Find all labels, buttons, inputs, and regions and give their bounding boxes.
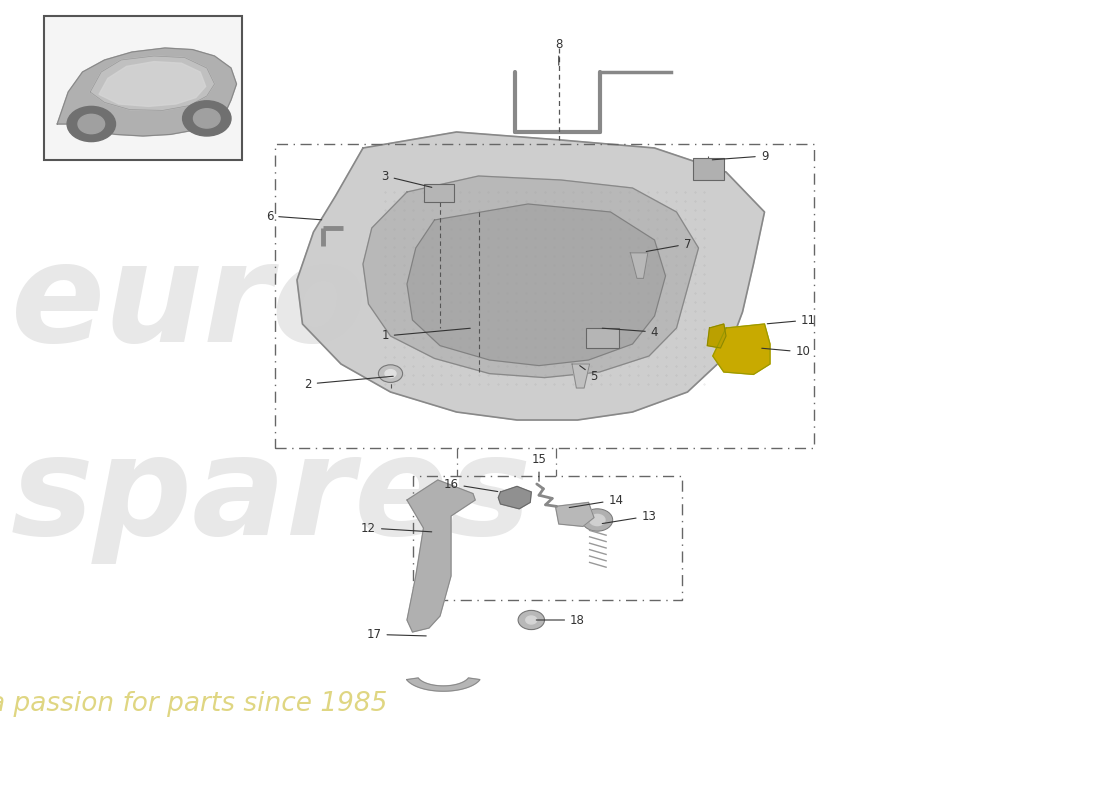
Circle shape — [194, 109, 220, 128]
Polygon shape — [363, 176, 698, 378]
Text: 5: 5 — [580, 366, 597, 382]
FancyBboxPatch shape — [693, 158, 724, 180]
Text: euro: euro — [11, 237, 368, 371]
Text: 10: 10 — [762, 346, 811, 358]
Bar — [275, 144, 814, 448]
Text: 7: 7 — [646, 238, 691, 251]
Text: 15: 15 — [531, 454, 547, 482]
Circle shape — [590, 514, 605, 526]
Polygon shape — [407, 678, 480, 691]
Polygon shape — [707, 324, 726, 348]
Circle shape — [518, 610, 544, 630]
Circle shape — [67, 106, 116, 142]
Text: 16: 16 — [443, 478, 498, 491]
Polygon shape — [99, 62, 206, 106]
Text: 2: 2 — [305, 376, 393, 390]
Text: 12: 12 — [361, 522, 431, 534]
Polygon shape — [57, 48, 236, 136]
Text: 8: 8 — [556, 38, 562, 66]
Circle shape — [78, 114, 104, 134]
Circle shape — [183, 101, 231, 136]
Text: 6: 6 — [266, 210, 321, 222]
Circle shape — [526, 616, 537, 624]
Polygon shape — [572, 364, 590, 388]
FancyBboxPatch shape — [586, 328, 619, 348]
Text: 13: 13 — [602, 510, 657, 523]
Text: 11: 11 — [768, 314, 816, 326]
Text: a passion for parts since 1985: a passion for parts since 1985 — [0, 691, 387, 717]
Polygon shape — [90, 56, 214, 110]
Text: 17: 17 — [366, 628, 426, 641]
Text: 18: 18 — [537, 614, 585, 626]
Polygon shape — [498, 486, 531, 509]
Bar — [44, 16, 242, 160]
Polygon shape — [556, 502, 594, 526]
Circle shape — [582, 509, 613, 531]
Text: spares: spares — [11, 429, 532, 563]
Polygon shape — [630, 253, 648, 278]
Polygon shape — [297, 132, 764, 420]
Polygon shape — [407, 480, 475, 632]
Polygon shape — [407, 204, 666, 366]
Text: 14: 14 — [569, 494, 624, 507]
Bar — [412, 476, 682, 600]
Text: 9: 9 — [713, 150, 768, 162]
FancyBboxPatch shape — [424, 184, 454, 202]
Text: 1: 1 — [382, 328, 470, 342]
Circle shape — [378, 365, 403, 382]
Text: 4: 4 — [603, 326, 658, 338]
Text: 3: 3 — [382, 170, 432, 187]
Circle shape — [385, 370, 396, 378]
Polygon shape — [713, 324, 770, 374]
